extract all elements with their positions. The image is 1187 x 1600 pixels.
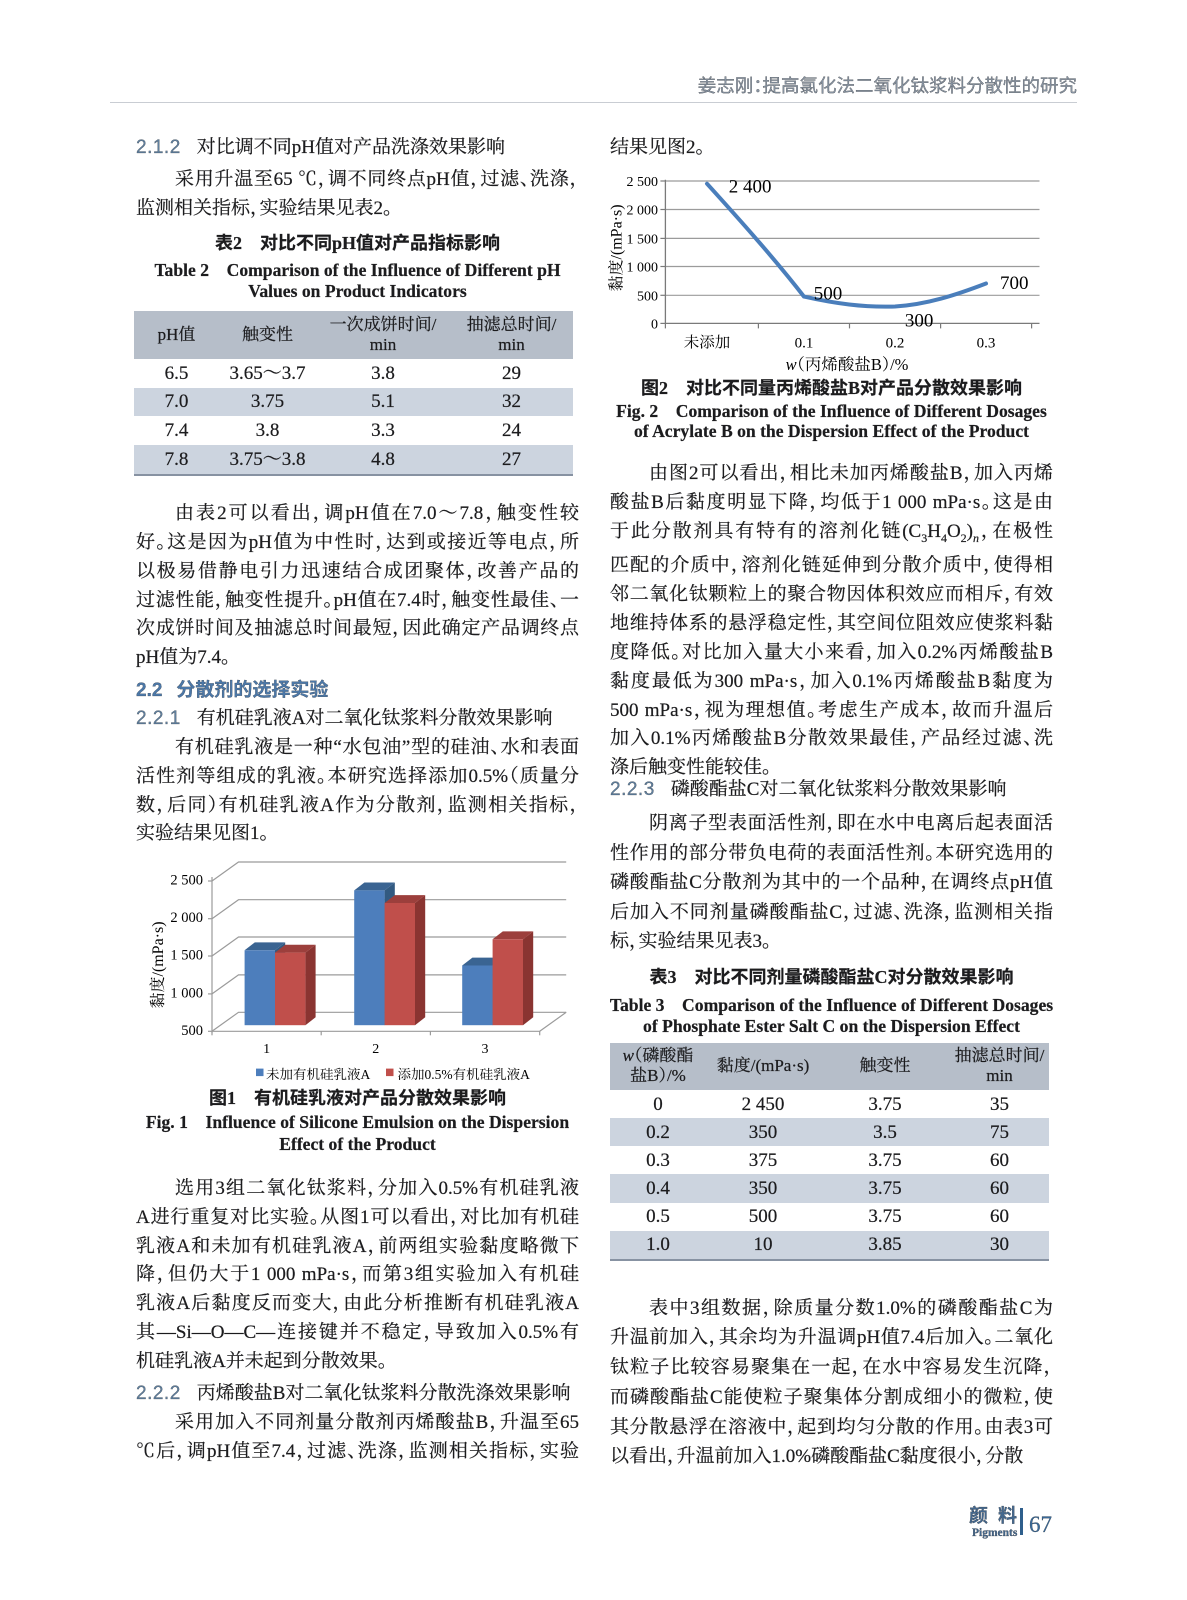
svg-text:1 500: 1 500: [627, 232, 659, 247]
svg-text:0: 0: [651, 317, 658, 332]
svg-text:1 500: 1 500: [170, 948, 203, 964]
svg-text:w（丙烯酸盐B）/%: w（丙烯酸盐B）/%: [786, 355, 909, 374]
svg-text:2: 2: [372, 1042, 379, 1057]
svg-text:0.1: 0.1: [795, 336, 814, 352]
svg-text:2 000: 2 000: [627, 204, 659, 219]
svg-text:0.3: 0.3: [977, 336, 996, 352]
svg-text:500: 500: [637, 289, 658, 304]
svg-text:1 000: 1 000: [170, 985, 203, 1001]
svg-text:1 000: 1 000: [627, 261, 659, 276]
svg-text:2 500: 2 500: [627, 175, 659, 190]
svg-text:500: 500: [814, 283, 843, 304]
svg-text:300: 300: [905, 310, 934, 331]
svg-text:未加有机硅乳液A: 未加有机硅乳液A: [266, 1067, 370, 1082]
svg-text:2 500: 2 500: [170, 873, 203, 889]
svg-text:0.2: 0.2: [886, 336, 905, 352]
svg-text:黏度/(mPa·s): 黏度/(mPa·s): [149, 921, 167, 1008]
svg-text:3: 3: [482, 1042, 489, 1057]
svg-text:2 400: 2 400: [729, 177, 772, 198]
svg-text:黏度/(mPa·s): 黏度/(mPa·s): [608, 204, 626, 291]
svg-text:添加0.5%有机硅乳液A: 添加0.5%有机硅乳液A: [398, 1067, 531, 1082]
svg-text:2 000: 2 000: [170, 910, 203, 926]
svg-text:500: 500: [181, 1023, 203, 1039]
svg-text:700: 700: [1000, 273, 1029, 294]
svg-text:未添加: 未添加: [684, 335, 731, 352]
svg-text:1: 1: [263, 1042, 270, 1057]
